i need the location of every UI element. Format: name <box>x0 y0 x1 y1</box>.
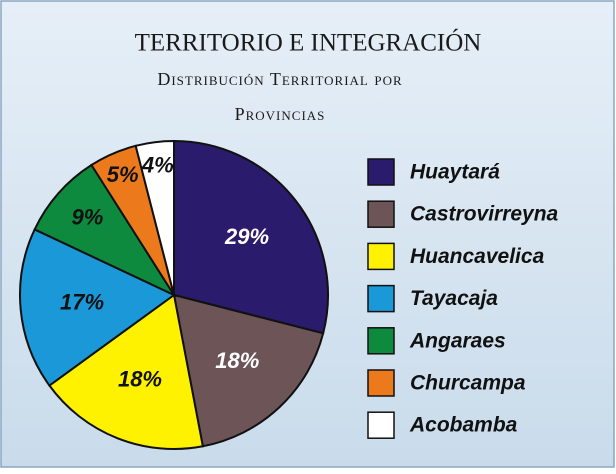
pie-slice <box>48 293 205 450</box>
legend-swatch <box>367 200 395 228</box>
pie-slice <box>173 139 329 335</box>
value-label: 18% <box>215 348 259 373</box>
value-label: 9% <box>71 204 103 229</box>
chart-subtitle: Distribución Territorial por <box>157 69 402 89</box>
legend-swatch <box>367 369 395 397</box>
legend-swatch <box>367 327 395 355</box>
legend-swatch <box>367 411 395 439</box>
pie-slice <box>134 139 175 296</box>
chart-title: TERRITORIO E INTEGRACIÓN <box>135 29 482 57</box>
legend-label: Churcampa <box>410 372 526 395</box>
pie-slice <box>172 293 325 448</box>
legend-swatch <box>367 242 395 271</box>
value-label: 29% <box>224 224 269 249</box>
legend-label: Acobamba <box>409 414 518 437</box>
legend-label: Angaraes <box>409 329 506 352</box>
legend-swatch <box>367 284 395 313</box>
chart-subtitle: Provincias <box>235 104 326 124</box>
pie-slice <box>33 163 177 298</box>
value-label: 17% <box>60 290 104 315</box>
legend-label: Castrovirreyna <box>410 203 559 226</box>
legend-label: Tayacaja <box>410 287 498 310</box>
legend-swatch <box>367 158 395 186</box>
pie-slice <box>19 228 176 387</box>
legend-label: Huaytará <box>410 161 500 184</box>
legend-label: Huancavelica <box>410 245 545 268</box>
value-label: 5% <box>107 162 139 187</box>
value-label: 18% <box>118 367 162 392</box>
value-label: 4% <box>141 152 174 177</box>
